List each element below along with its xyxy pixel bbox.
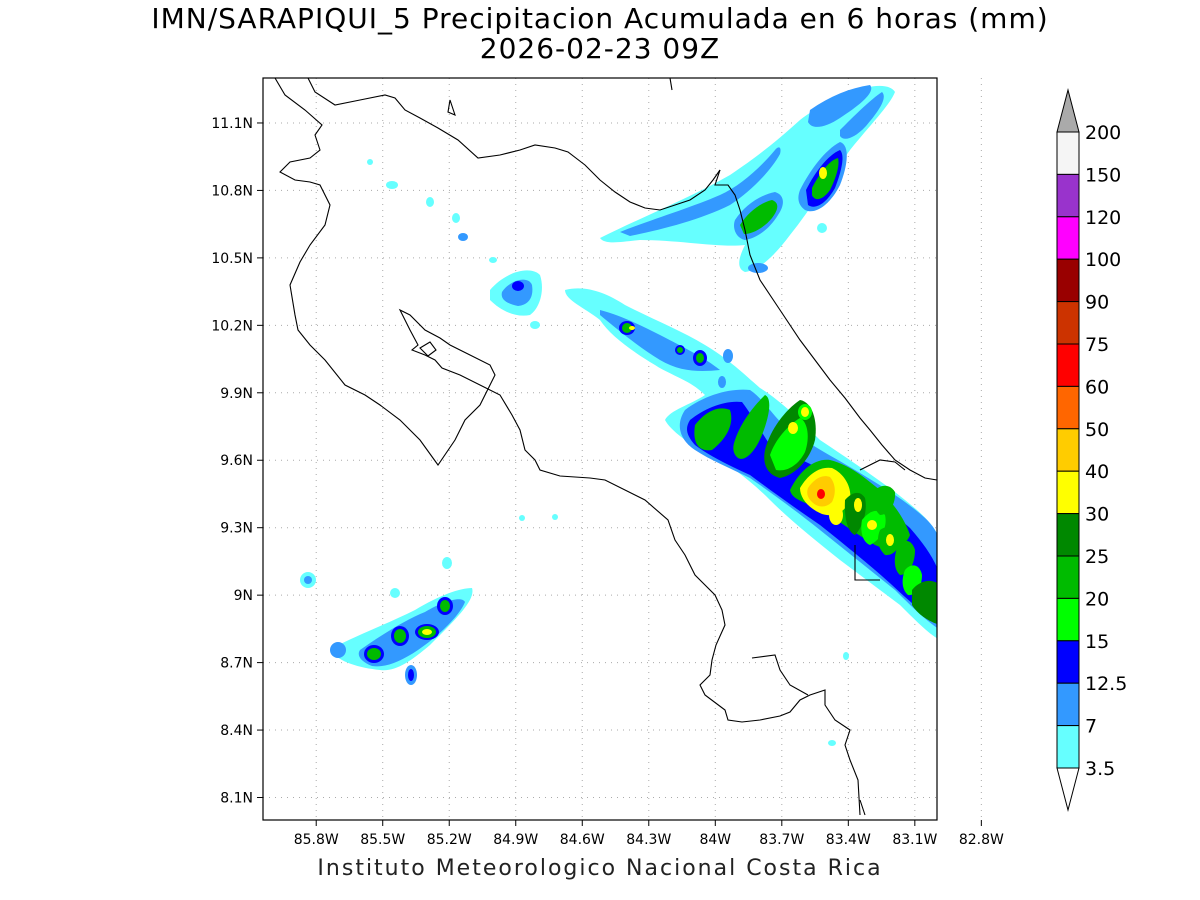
colorbar-label: 25: [1085, 546, 1109, 568]
colorbar-swatch: [1056, 385, 1080, 430]
colorbar-swatch: [1056, 597, 1080, 642]
precip-band-northeast: [600, 85, 895, 273]
colorbar-label: 90: [1085, 292, 1109, 314]
colorbar-label: 3.5: [1085, 758, 1115, 780]
colorbar-label: 30: [1085, 504, 1109, 526]
lat-tick-label: 10.8N: [211, 183, 253, 199]
lat-tick-label: 9.9N: [220, 386, 253, 402]
colorbar-top-arrow: [1056, 88, 1080, 133]
colorbar-label: 20: [1085, 588, 1109, 610]
colorbar-swatch: [1056, 131, 1080, 175]
colorbar-swatch: [1056, 725, 1080, 769]
lat-tick-label: 8.7N: [220, 656, 253, 672]
lat-tick-label: 10.5N: [211, 251, 253, 267]
colorbar-bottom-arrow: [1056, 767, 1080, 812]
lon-tick-label: 82.8W: [959, 832, 1004, 848]
colorbar-label: 40: [1085, 461, 1109, 483]
map-axes: 11.1N 10.8N 10.5N 10.2N 9.9N 9.6N 9.3N 9N 8.7N 8.…: [211, 116, 1004, 848]
colorbar-label: 50: [1085, 419, 1109, 441]
precip-cells-pacific: [300, 557, 473, 685]
lat-tick-label: 9N: [234, 588, 253, 604]
colorbar-swatch: [1056, 640, 1080, 684]
lat-tick-label: 8.4N: [220, 723, 253, 739]
colorbar-swatch: [1056, 343, 1080, 387]
lon-tick-label: 83.1W: [892, 832, 937, 848]
map-gridlines: [263, 78, 982, 820]
coastline-borders: [274, 78, 937, 816]
colorbar-swatch: [1056, 173, 1080, 218]
colorbar-swatch: [1056, 513, 1080, 557]
precipitation-field: [300, 85, 937, 746]
lon-tick-label: 84.9W: [493, 832, 538, 848]
lon-tick-label: 83.7W: [759, 832, 804, 848]
lon-tick-label: 84.3W: [626, 832, 671, 848]
lon-tick-label: 85.2W: [427, 832, 472, 848]
colorbar-swatch: [1056, 470, 1080, 515]
colorbar-label: 12.5: [1085, 673, 1127, 695]
colorbar-label: 150: [1085, 164, 1121, 186]
lon-tick-label: 85.5W: [360, 832, 405, 848]
colorbar-swatch: [1056, 682, 1080, 727]
colorbar-swatch: [1056, 216, 1080, 260]
colorbar-label: 200: [1085, 122, 1121, 144]
lat-tick-label: 11.1N: [211, 116, 253, 132]
colorbar-label: 60: [1085, 376, 1109, 398]
lon-tick-label: 84W: [699, 832, 731, 848]
lat-tick-label: 10.2N: [211, 318, 253, 334]
colorbar-label: 15: [1085, 631, 1109, 653]
colorbar-label: 100: [1085, 249, 1121, 271]
lon-tick-label: 83.4W: [826, 832, 871, 848]
lat-tick-label: 9.6N: [220, 453, 253, 469]
colorbar-swatch: [1056, 428, 1080, 472]
map-title: IMN/SARAPIQUI_5 Precipitacion Acumulada …: [151, 2, 1049, 35]
lon-tick-label: 85.8W: [294, 832, 339, 848]
precip-cells-north: [367, 159, 542, 329]
colorbar-swatch: [1056, 301, 1080, 345]
colorbar-label: 75: [1085, 334, 1109, 356]
footer-attribution: Instituto Meteorologico Nacional Costa R…: [317, 856, 883, 881]
colorbar-label: 7: [1085, 716, 1097, 738]
colorbar-swatch: [1056, 555, 1080, 599]
lat-tick-label: 8.1N: [220, 791, 253, 807]
lat-tick-label: 9.3N: [220, 521, 253, 537]
precipitation-colorbar: 200 150 120 100 90 75 60 50 40 30 25 20 15 12.5 7 3.5: [1056, 88, 1127, 812]
precip-band-caribbean: [519, 288, 937, 746]
map-frame: [262, 77, 938, 821]
lon-tick-label: 84.6W: [560, 832, 605, 848]
colorbar-label: 120: [1085, 207, 1121, 229]
colorbar-swatch: [1056, 258, 1080, 303]
map-subtitle-datetime: 2026-02-23 09Z: [479, 32, 721, 65]
